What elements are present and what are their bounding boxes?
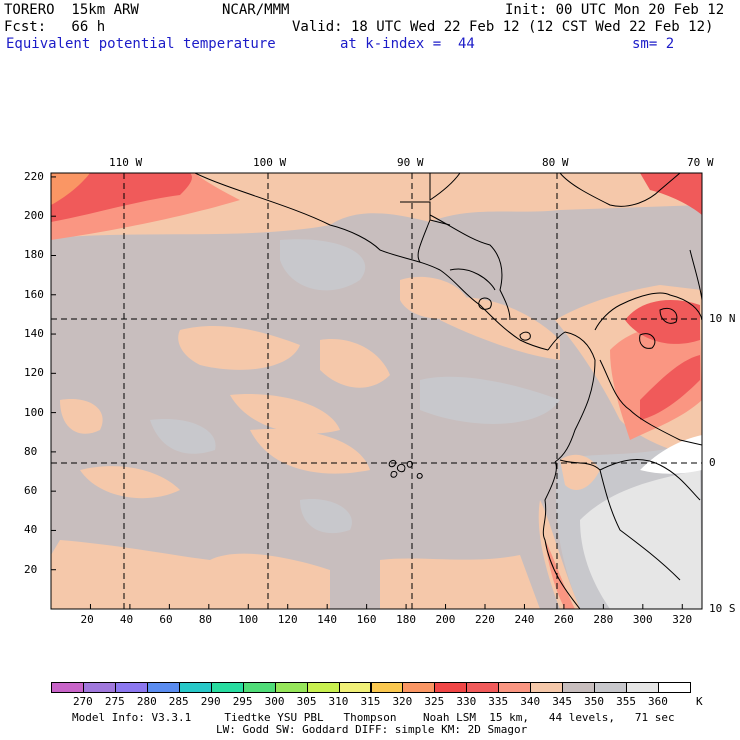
x-tick-label: 60 — [159, 613, 173, 626]
y-tick-label: 200 — [24, 209, 44, 223]
colorbar-label: 305 — [296, 695, 317, 708]
colorbar-label: 340 — [520, 695, 541, 708]
colorbar-label: 360 — [648, 695, 668, 708]
colorbar-swatch — [338, 682, 372, 693]
colorbar-label: 310 — [328, 695, 349, 708]
colorbar-label: 270 — [72, 695, 93, 708]
x-tick-label: 20 — [80, 613, 94, 626]
latitude-label: 10 N — [709, 312, 736, 325]
colorbar-unit: K — [696, 695, 703, 708]
y-tick-label: 20 — [24, 562, 38, 576]
x-tick-label: 80 — [198, 613, 213, 626]
k-index: at k-index = 44 — [340, 36, 475, 52]
colorbar-swatch — [114, 682, 148, 693]
longitude-label: 100 W — [253, 156, 287, 169]
y-tick-label: 100 — [24, 405, 44, 419]
colorbar-label: 320 — [392, 695, 413, 708]
colorbar-label: 280 — [136, 695, 157, 708]
colorbar-label: 325 — [424, 695, 445, 708]
x-tick-label: 160 — [356, 613, 377, 626]
x-tick-label: 40 — [119, 613, 134, 626]
theta-e-field — [51, 173, 702, 609]
forecast-hour: Fcst: 66 h — [4, 19, 106, 35]
latitude-label: 10 S — [709, 602, 736, 615]
colorbar-label: 295 — [232, 695, 253, 708]
colorbar-swatch — [498, 682, 532, 693]
colorbar-label: 315 — [360, 695, 381, 708]
model-info-line1: Model Info: V3.3.1 Tiedtke YSU PBL Thomp… — [72, 711, 675, 724]
colorbar-swatch — [146, 682, 180, 693]
longitude-label: 70 W — [687, 156, 714, 169]
colorbar-swatch — [562, 682, 596, 693]
map-frame — [50, 172, 703, 610]
x-tick-label: 120 — [277, 613, 298, 626]
colorbar-swatch — [626, 682, 660, 693]
colorbar-label: 335 — [488, 695, 509, 708]
colorbar-label: 275 — [104, 695, 125, 708]
y-tick-label: 220 — [24, 169, 44, 183]
colorbar-label: 300 — [264, 695, 285, 708]
colorbar-label: 355 — [616, 695, 636, 708]
colorbar-swatch — [594, 682, 628, 693]
colorbar-swatch — [242, 682, 276, 693]
colorbar-label: 290 — [200, 695, 221, 708]
colorbar-label: 330 — [456, 695, 477, 708]
latitude-label: 0 — [709, 456, 716, 469]
colorbar-swatch — [658, 682, 691, 693]
smoothing: sm= 2 — [632, 36, 675, 52]
colorbar-swatch — [370, 682, 404, 693]
center-name: NCAR/MMM — [222, 2, 290, 18]
colorbar-swatch — [402, 682, 436, 693]
x-tick-label: 260 — [553, 613, 574, 626]
colorbar-swatch — [178, 682, 212, 693]
x-tick-label: 200 — [435, 613, 456, 626]
colorbar-swatch — [530, 682, 564, 693]
x-tick-label: 220 — [475, 613, 495, 626]
colorbar-swatch — [82, 682, 116, 693]
x-tick-label: 300 — [632, 613, 653, 626]
model-info-line2: LW: Godd SW: Goddard DIFF: simple KM: 2D… — [216, 723, 528, 736]
valid-time: Valid: 18 UTC Wed 22 Feb 12 (12 CST Wed … — [292, 19, 714, 35]
colorbar-swatch — [466, 682, 500, 693]
colorbar-swatch — [210, 682, 244, 693]
colorbar-swatch — [51, 682, 84, 693]
longitude-label: 90 W — [397, 156, 424, 169]
y-tick-label: 180 — [24, 248, 44, 262]
colorbar-swatch — [306, 682, 340, 693]
graticule — [51, 173, 702, 609]
y-tick-label: 40 — [24, 523, 38, 537]
y-tick-label: 60 — [24, 484, 38, 498]
longitude-label: 80 W — [542, 156, 569, 169]
init-time: Init: 00 UTC Mon 20 Feb 12 — [505, 2, 725, 18]
x-tick-label: 100 — [238, 613, 259, 626]
colorbar-label: 285 — [168, 695, 189, 708]
coastlines — [194, 173, 702, 609]
y-tick-label: 160 — [24, 287, 44, 301]
axis-ticks — [51, 176, 683, 609]
field-name: Equivalent potential temperature — [6, 36, 276, 52]
x-tick-label: 320 — [672, 613, 693, 626]
colorbar-label: 350 — [584, 695, 605, 708]
longitude-label: 110 W — [109, 156, 143, 169]
x-tick-label: 180 — [396, 613, 416, 626]
x-tick-label: 240 — [514, 613, 535, 626]
colorbar-label: 345 — [552, 695, 573, 708]
colorbar-swatch — [274, 682, 308, 693]
model-title: TORERO 15km ARW — [4, 2, 139, 18]
x-tick-label: 140 — [317, 613, 338, 626]
y-tick-label: 80 — [24, 444, 38, 458]
y-tick-label: 140 — [24, 327, 44, 341]
colorbar-swatch — [434, 682, 468, 693]
x-tick-label: 280 — [593, 613, 614, 626]
y-tick-label: 120 — [24, 366, 44, 380]
